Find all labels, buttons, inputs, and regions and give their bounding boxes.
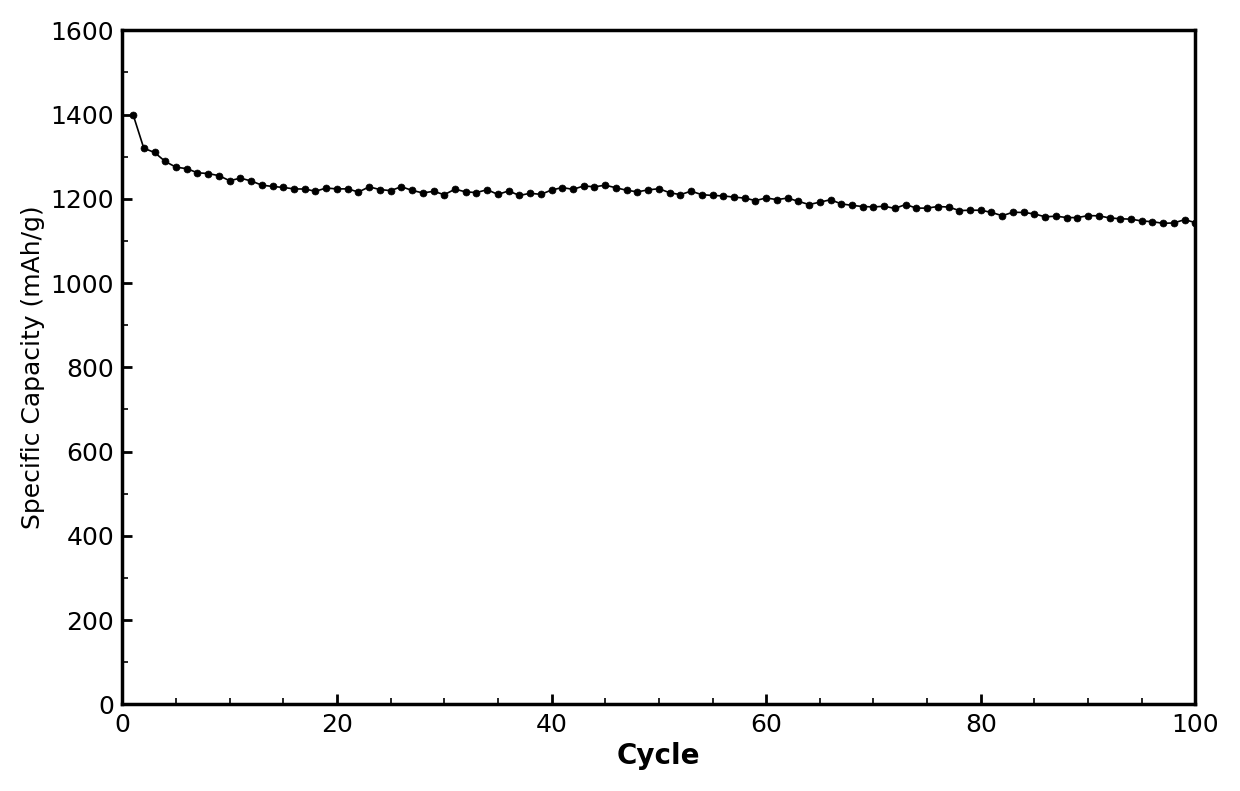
X-axis label: Cycle: Cycle — [618, 742, 701, 770]
Y-axis label: Specific Capacity (mAh/g): Specific Capacity (mAh/g) — [21, 206, 45, 529]
